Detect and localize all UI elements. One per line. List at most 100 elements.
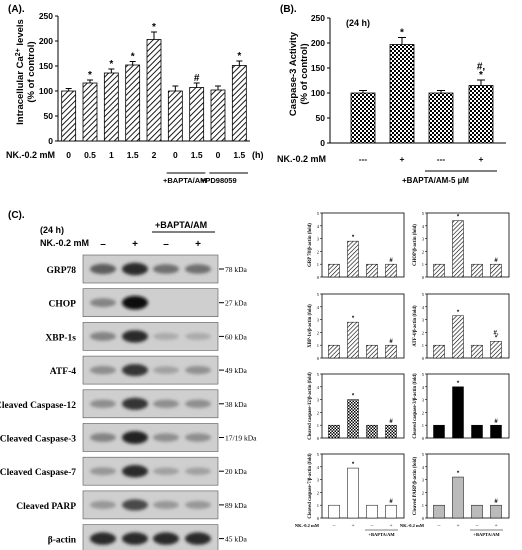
panel-a-xtick-label: 1.5 bbox=[127, 150, 139, 160]
panel-b-ylabel-line2: (% of control) bbox=[299, 43, 310, 104]
fold-lane-mark: – bbox=[370, 523, 374, 529]
fold-ytick-label: 1 bbox=[317, 343, 319, 348]
fold-ytick-label: 4 bbox=[422, 224, 425, 229]
blot-kda-label: 60 kDa bbox=[225, 332, 248, 341]
blot-band bbox=[153, 532, 179, 545]
fold-ylabel: XBP-1s/β-actin (fold) bbox=[308, 304, 313, 348]
blot-protein-label: Cleaved Caspase-12 bbox=[0, 401, 76, 411]
fold-chart: 0 1 2 3 4 5 Cleaved caspase-3/β-actin (fold) * # bbox=[413, 372, 510, 441]
fold-bar bbox=[347, 240, 359, 278]
blot-kda-label: 27 kDa bbox=[225, 299, 248, 308]
fold-bar bbox=[385, 263, 397, 278]
fold-ytick-label: 5 bbox=[317, 211, 320, 216]
fold-bar bbox=[385, 424, 397, 439]
fold-ylabel: Cleaved PARP/β-actin (fold) bbox=[413, 457, 418, 516]
fold-bar bbox=[471, 263, 483, 278]
panel-b-ytick-label: 0 bbox=[320, 138, 325, 148]
fold-ytick-label: 1 bbox=[422, 503, 424, 508]
fold-bar bbox=[433, 263, 445, 278]
fold-bar bbox=[471, 344, 483, 359]
blot-protein-label: CHOP bbox=[49, 300, 77, 310]
panel-a-xtick-label: 0 bbox=[66, 150, 71, 160]
fold-bar bbox=[366, 504, 378, 519]
blot-band bbox=[122, 295, 148, 310]
blot-band bbox=[122, 465, 148, 478]
fold-bar bbox=[433, 504, 445, 519]
fold-ytick-label: 2 bbox=[317, 410, 319, 415]
fold-lane-mark: + bbox=[456, 523, 459, 529]
fold-significance: * bbox=[457, 381, 460, 387]
panel-a-ylabel-line2: (% of control) bbox=[26, 41, 37, 102]
panel-a-xtick-label: 1.5 bbox=[191, 150, 203, 160]
panel-a-row-label: NK.-0.2 mM bbox=[6, 150, 55, 160]
blot-band bbox=[122, 431, 148, 444]
fold-group-label: +BAPTA/AM bbox=[368, 532, 395, 537]
blot-kda-label: 20 kDa bbox=[225, 467, 248, 476]
blot-band bbox=[185, 399, 211, 408]
fold-ylabel: Cleaved caspase-7/β-actin (fold) bbox=[308, 453, 313, 519]
panel-b-ytick-label: 200 bbox=[311, 38, 325, 48]
fold-bar bbox=[433, 424, 445, 439]
panel-c-label: (C). bbox=[8, 210, 25, 221]
panel-b-bar bbox=[350, 92, 376, 144]
panel-a-bar bbox=[167, 90, 183, 142]
fold-ytick-label: 2 bbox=[422, 249, 424, 254]
panel-a-xtick-label: 0.5 bbox=[84, 150, 96, 160]
fold-ytick-label: 3 bbox=[317, 478, 320, 483]
fold-chart-frame bbox=[426, 293, 510, 359]
fold-ytick-label: 0 bbox=[317, 516, 320, 521]
fold-chart: 0 1 2 3 4 5 Cleaved caspase-7/β-actin (fold) * #… bbox=[295, 452, 405, 537]
fold-significance: # bbox=[494, 499, 498, 505]
fold-bar bbox=[347, 467, 359, 519]
blot-kda-label: 49 kDa bbox=[225, 366, 248, 375]
fold-ylabel: GRP 78/β-actin (fold) bbox=[308, 223, 313, 267]
fold-ytick-label: 2 bbox=[422, 410, 424, 415]
fold-ytick-label: 5 bbox=[422, 452, 425, 457]
fold-ytick-label: 1 bbox=[317, 503, 319, 508]
panel-b-xtick-label: + bbox=[400, 154, 405, 164]
blot-protein-label: Cleaved PARP bbox=[16, 502, 76, 512]
panel-a-bar bbox=[82, 82, 98, 142]
panel-b-xtick-label: --- bbox=[359, 154, 368, 164]
panel-a-significance: * bbox=[237, 51, 241, 62]
fold-ytick-label: 0 bbox=[317, 356, 320, 361]
panel-b-xtick-label: + bbox=[479, 154, 484, 164]
fold-ytick-label: 2 bbox=[317, 330, 319, 335]
fold-significance: * bbox=[352, 235, 355, 241]
fold-ytick-label: 3 bbox=[422, 478, 425, 483]
blot-band bbox=[122, 262, 148, 276]
blot-band bbox=[153, 332, 179, 340]
fold-ytick-label: 5 bbox=[317, 292, 320, 297]
panel-b-group-label: +BAPTA/AM-5 µM bbox=[402, 176, 469, 185]
fold-lane-mark: – bbox=[437, 523, 441, 529]
fold-bar bbox=[328, 344, 340, 359]
fold-row-label: NK.-0.2 mM bbox=[400, 523, 425, 528]
blot-band bbox=[185, 365, 211, 375]
blot-band bbox=[122, 364, 148, 377]
blot-band bbox=[90, 365, 116, 375]
panel-a-ytick-label: 150 bbox=[39, 61, 53, 71]
panel-a-significance: * bbox=[109, 59, 113, 70]
fold-chart-frame bbox=[426, 212, 510, 278]
fold-ytick-label: 3 bbox=[422, 318, 425, 323]
blot-band bbox=[90, 298, 116, 308]
panel-c-lane-mark: + bbox=[132, 239, 138, 250]
fold-significance: * bbox=[352, 316, 355, 322]
blot-kda-label: 17/19 kDa bbox=[225, 434, 257, 443]
fold-chart: 0 1 2 3 4 5 Cleaved caspase-12/β-actin (fold) *… bbox=[308, 372, 405, 441]
panel-a-ytick-label: 50 bbox=[44, 111, 54, 121]
fold-bar bbox=[452, 476, 464, 519]
panel-b-ytick-label: 100 bbox=[311, 88, 325, 98]
fold-ylabel: Cleaved caspase-3/β-actin (fold) bbox=[413, 373, 418, 439]
blot-protein-label: Cleaved Caspase-3 bbox=[0, 435, 76, 445]
panel-a-xtick-label: 1 bbox=[109, 150, 114, 160]
fold-bar bbox=[366, 344, 378, 359]
fold-significance: # bbox=[389, 339, 393, 345]
fold-lane-mark: – bbox=[332, 523, 336, 529]
fold-ytick-label: 2 bbox=[317, 490, 319, 495]
fold-bar bbox=[385, 504, 397, 519]
fold-bar bbox=[452, 220, 464, 278]
blot-kda-label: 89 kDa bbox=[225, 501, 248, 510]
panel-c-header: +BAPTA/AM bbox=[155, 220, 207, 230]
